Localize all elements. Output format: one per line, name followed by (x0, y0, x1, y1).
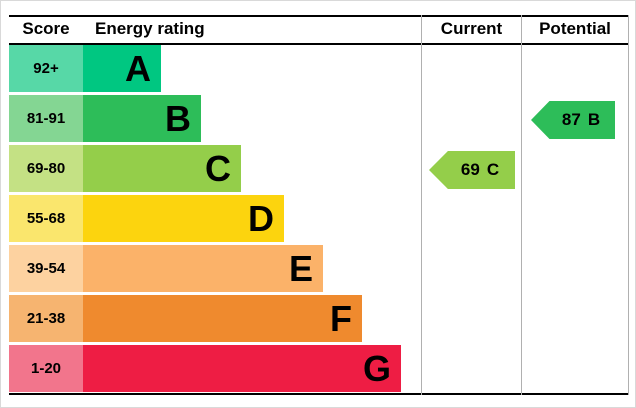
band-letter: F (330, 297, 352, 339)
potential-rating-value: 87 (561, 110, 581, 129)
band-letter: E (288, 247, 313, 289)
band-bar: G (83, 345, 401, 392)
band-score-range: 21-38 (9, 295, 83, 342)
band-rows: 92+ A 81-91 B 69-80 C 55-68 D 39-54 E 21… (9, 45, 629, 395)
current-rating-value: 69 (460, 160, 480, 179)
potential-rating-letter: B (587, 110, 601, 129)
band-score-range: 55-68 (9, 195, 83, 242)
band-score-range: 39-54 (9, 245, 83, 292)
header-bottom-rule (9, 43, 629, 45)
band-letter: D (248, 197, 274, 239)
right-border-line (628, 15, 629, 395)
header-top-rule (9, 15, 629, 17)
chart-bottom-rule (9, 393, 629, 395)
band-row: 55-68 D (9, 195, 629, 242)
potential-column-divider (521, 15, 522, 395)
band-score-range: 92+ (9, 45, 83, 92)
band-letter: A (125, 47, 151, 89)
band-bar: D (83, 195, 284, 242)
band-bar: B (83, 95, 201, 142)
band-row: 39-54 E (9, 245, 629, 292)
band-row: 81-91 B (9, 95, 629, 142)
current-rating-letter: C (486, 160, 500, 179)
band-row: 69-80 C (9, 145, 629, 192)
band-letter: C (205, 147, 231, 189)
band-score-range: 69-80 (9, 145, 83, 192)
band-bar: F (83, 295, 362, 342)
potential-column-header: Potential (539, 19, 611, 38)
band-bar: E (83, 245, 323, 292)
band-row: 21-38 F (9, 295, 629, 342)
potential-rating-arrow: 87 B (531, 101, 615, 139)
current-column-header: Current (440, 19, 503, 38)
band-letter: G (362, 347, 391, 389)
current-rating-arrow: 69 C (429, 151, 515, 189)
band-bar: C (83, 145, 241, 192)
current-column-divider (421, 15, 422, 395)
band-letter: B (165, 97, 191, 139)
band-bar: A (83, 45, 161, 92)
energy-rating-column-header: Energy rating (95, 19, 205, 38)
band-score-range: 1-20 (9, 345, 83, 392)
band-row: 1-20 G (9, 345, 629, 392)
band-score-range: 81-91 (9, 95, 83, 142)
score-column-header: Score (22, 19, 70, 38)
band-row: 92+ A (9, 45, 629, 92)
